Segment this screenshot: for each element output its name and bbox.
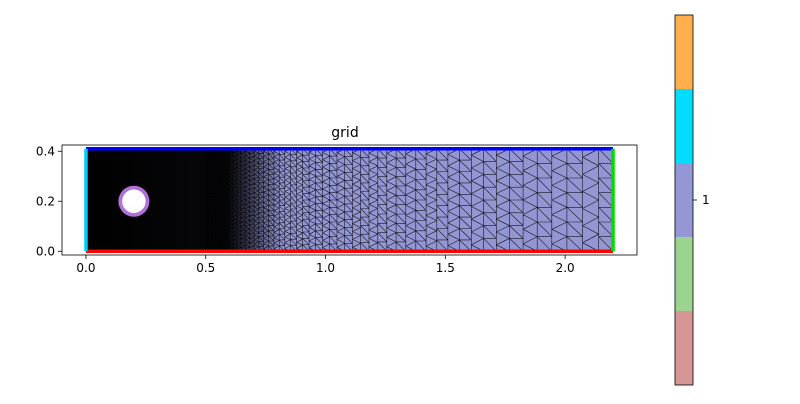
x-tick-label: 2.0 [556,261,575,275]
mesh-layer [85,148,614,252]
y-tick-label: 0.4 [36,144,55,158]
x-tick-label: 1.0 [316,261,335,275]
y-axis: 0.0 0.2 0.4 [36,144,62,258]
obstacle-hole [120,188,148,215]
mesh-axes: grid 0.0 0.5 1.0 1.5 2.0 0.0 0.2 0.4 [36,125,638,275]
x-axis: 0.0 0.5 1.0 1.5 2.0 [76,255,575,275]
colorbar-segment [675,15,693,89]
x-tick-label: 0.5 [196,261,215,275]
colorbar-segment [675,237,693,311]
colorbar-segment [675,163,693,237]
colorbar-tick-label: 1 [702,193,710,207]
mesh-refined-region [85,148,283,252]
y-tick-label: 0.2 [36,194,55,208]
y-tick-label: 0.0 [36,244,55,258]
colorbar-segment [675,311,693,385]
chart-title: grid [331,125,358,141]
colorbar: 1 [674,14,710,386]
colorbar-segments [675,15,693,385]
boundary-layer [84,147,615,253]
colorbar-ticks: 1 [693,193,710,207]
x-tick-label: 1.5 [436,261,455,275]
x-tick-label: 0.0 [76,261,95,275]
colorbar-segment [675,89,693,163]
axes-border [61,144,638,256]
